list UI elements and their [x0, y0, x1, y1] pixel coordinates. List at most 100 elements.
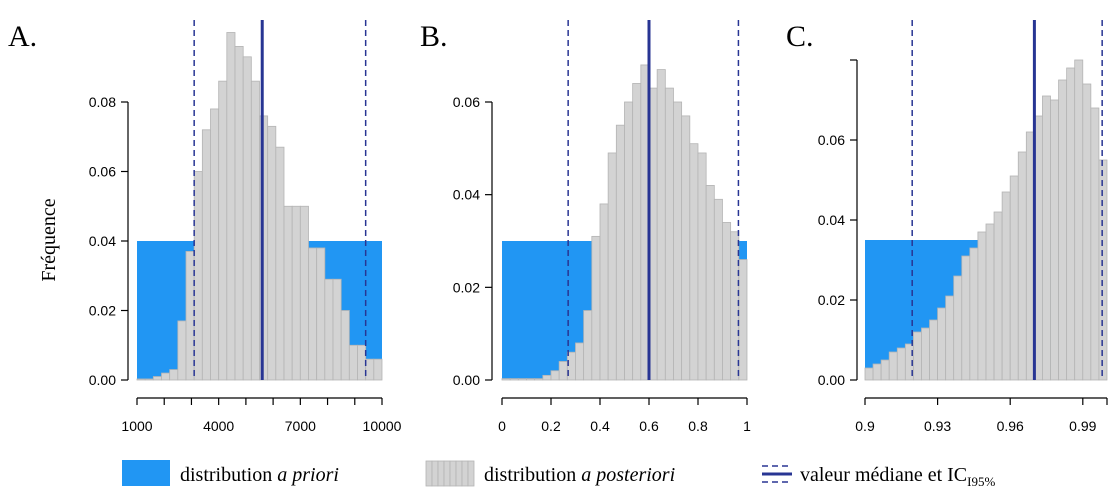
posterior-bar	[373, 358, 383, 381]
y-tick-label: 0.00	[89, 372, 116, 388]
posterior-bar	[937, 307, 947, 381]
posterior-bar	[250, 80, 260, 381]
posterior-bar	[697, 152, 707, 381]
legend-posterior-stripe	[437, 460, 445, 487]
x-tick-label: 0.2	[541, 418, 561, 434]
legend-posterior-stripe	[443, 460, 451, 487]
posterior-bar	[912, 331, 922, 381]
posterior-bar	[656, 69, 666, 381]
posterior-bar	[201, 129, 211, 381]
y-tick-label: 0.00	[453, 372, 480, 388]
legend-posterior-stripe	[431, 460, 439, 487]
posterior-bar	[583, 310, 593, 381]
x-tick-label: 0.8	[688, 418, 708, 434]
posterior-bar	[985, 223, 995, 381]
x-tick-label: 0.6	[639, 418, 659, 434]
legend-posterior-label: distribution a posteriori	[484, 464, 675, 486]
legend-posterior-stripe	[455, 460, 463, 487]
posterior-bar	[193, 171, 203, 381]
posterior-bar	[534, 378, 544, 381]
posterior-bar	[615, 124, 625, 381]
y-axis-label: Fréquence	[38, 198, 60, 281]
legend-prior-swatch	[122, 460, 170, 486]
posterior-bar	[316, 247, 326, 381]
posterior-bar	[558, 361, 568, 381]
posterior-bar	[681, 115, 691, 381]
posterior-bar	[234, 46, 244, 381]
posterior-bar	[169, 369, 179, 381]
posterior-bar	[1074, 59, 1084, 381]
x-tick-label: 1000	[121, 418, 152, 434]
posterior-bar	[144, 378, 154, 381]
posterior-bar	[738, 259, 748, 381]
posterior-bar	[880, 359, 890, 381]
posterior-bar	[705, 184, 715, 381]
posterior-bar	[730, 231, 740, 381]
posterior-bar	[275, 146, 285, 381]
y-tick-label: 0.04	[89, 233, 116, 249]
panel-label: B.	[420, 20, 448, 53]
posterior-bar	[185, 251, 195, 381]
posterior-bar	[332, 278, 342, 381]
legend-prior-text: distribution	[180, 464, 277, 486]
x-tick-label: 7000	[285, 418, 316, 434]
posterior-bar	[713, 198, 723, 381]
y-tick-label: 0.02	[453, 279, 480, 295]
posterior-bar	[864, 367, 874, 381]
posterior-bar	[1098, 159, 1108, 381]
posterior-bar	[624, 101, 634, 381]
posterior-bar	[324, 278, 334, 381]
y-tick-label: 0.06	[818, 132, 845, 148]
legend-median-sub: I95%	[967, 474, 995, 489]
posterior-bar	[218, 80, 228, 381]
posterior-bar	[550, 370, 560, 381]
panel-label: C.	[786, 20, 814, 53]
legend-posterior-text: distribution	[484, 464, 581, 486]
posterior-bar	[1082, 83, 1092, 381]
posterior-bar	[993, 211, 1003, 381]
y-tick-label: 0.02	[818, 292, 845, 308]
legend-posterior-stripe	[425, 460, 433, 487]
posterior-bar	[177, 320, 187, 381]
x-tick-label: 4000	[203, 418, 234, 434]
y-tick-label: 0.04	[818, 212, 845, 228]
posterior-bar	[509, 378, 519, 381]
legend-median-label: valeur médiane et ICI95%	[800, 464, 995, 489]
posterior-bar	[283, 205, 293, 381]
posterior-bar	[921, 327, 930, 381]
posterior-bar	[977, 231, 987, 381]
x-tick-label: 0.93	[924, 418, 951, 434]
posterior-bar	[1090, 107, 1100, 381]
legend-posterior-swatch	[425, 460, 475, 487]
posterior-bar	[722, 222, 732, 381]
posterior-bar	[689, 143, 699, 381]
x-tick-label: 0.4	[590, 418, 610, 434]
posterior-bar	[945, 295, 955, 381]
posterior-bar	[607, 152, 617, 381]
posterior-bar	[365, 358, 375, 381]
panel-3: 0.00 0.02 0.04 0.06 0.9 0.93 0.96 0.99 C.	[786, 20, 1108, 434]
posterior-bar	[673, 101, 683, 381]
posterior-bar	[517, 378, 527, 381]
posterior-bar	[357, 344, 367, 381]
posterior-bar	[291, 205, 301, 381]
panel-label: A.	[8, 20, 37, 53]
posterior-bar	[591, 235, 601, 381]
legend-prior-em: a priori	[277, 464, 339, 486]
posterior-bar	[226, 32, 236, 381]
posterior-bar	[575, 342, 585, 381]
posterior-bar	[299, 205, 309, 381]
posterior-bar	[888, 351, 898, 381]
posterior-bar	[1001, 191, 1011, 381]
legend-prior-label: distribution a priori	[180, 464, 339, 486]
posterior-bar	[929, 319, 938, 381]
x-tick-label: 0.96	[997, 418, 1024, 434]
posterior-bar	[242, 56, 252, 381]
posterior-bar	[1042, 95, 1051, 381]
y-tick-label: 0.04	[453, 187, 480, 203]
posterior-bar	[542, 374, 552, 381]
posterior-bar	[348, 344, 358, 381]
x-tick-label: 0.99	[1069, 418, 1096, 434]
